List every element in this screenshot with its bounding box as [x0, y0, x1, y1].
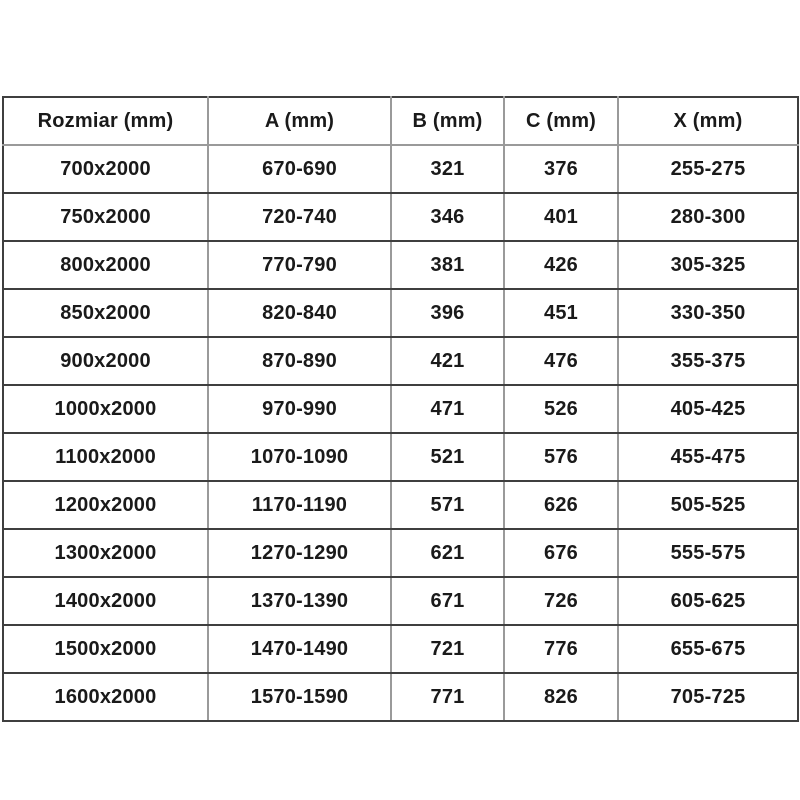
cell-size: 1300x2000: [2, 528, 209, 578]
cell-x: 705-725: [617, 672, 799, 722]
cell-b: 671: [390, 576, 505, 626]
cell-a: 1070-1090: [207, 432, 392, 482]
cell-c: 426: [503, 240, 619, 290]
cell-size: 1500x2000: [2, 624, 209, 674]
table-row: 1300x2000 1270-1290 621 676 555-575: [2, 528, 799, 578]
cell-a: 1470-1490: [207, 624, 392, 674]
cell-x: 505-525: [617, 480, 799, 530]
cell-size: 800x2000: [2, 240, 209, 290]
cell-a: 1270-1290: [207, 528, 392, 578]
cell-a: 1170-1190: [207, 480, 392, 530]
cell-b: 471: [390, 384, 505, 434]
cell-b: 571: [390, 480, 505, 530]
dimensions-table-container: Rozmiar (mm) A (mm) B (mm) C (mm) X (mm)…: [2, 96, 799, 722]
cell-c: 676: [503, 528, 619, 578]
cell-x: 305-325: [617, 240, 799, 290]
column-header-a: A (mm): [207, 96, 392, 146]
cell-size: 900x2000: [2, 336, 209, 386]
table-row: 1400x2000 1370-1390 671 726 605-625: [2, 576, 799, 626]
table-row: 750x2000 720-740 346 401 280-300: [2, 192, 799, 242]
cell-b: 771: [390, 672, 505, 722]
cell-c: 476: [503, 336, 619, 386]
cell-x: 355-375: [617, 336, 799, 386]
cell-a: 670-690: [207, 144, 392, 194]
table-row: 1000x2000 970-990 471 526 405-425: [2, 384, 799, 434]
cell-size: 1100x2000: [2, 432, 209, 482]
table-header-row: Rozmiar (mm) A (mm) B (mm) C (mm) X (mm): [2, 96, 799, 146]
cell-b: 521: [390, 432, 505, 482]
cell-a: 970-990: [207, 384, 392, 434]
table-row: 1100x2000 1070-1090 521 576 455-475: [2, 432, 799, 482]
cell-c: 826: [503, 672, 619, 722]
cell-c: 451: [503, 288, 619, 338]
cell-size: 700x2000: [2, 144, 209, 194]
cell-x: 255-275: [617, 144, 799, 194]
table-row: 1500x2000 1470-1490 721 776 655-675: [2, 624, 799, 674]
cell-b: 381: [390, 240, 505, 290]
cell-size: 1600x2000: [2, 672, 209, 722]
cell-c: 576: [503, 432, 619, 482]
column-header-size: Rozmiar (mm): [2, 96, 209, 146]
cell-a: 1570-1590: [207, 672, 392, 722]
cell-b: 396: [390, 288, 505, 338]
cell-x: 330-350: [617, 288, 799, 338]
table-row: 900x2000 870-890 421 476 355-375: [2, 336, 799, 386]
cell-a: 770-790: [207, 240, 392, 290]
cell-c: 726: [503, 576, 619, 626]
cell-b: 321: [390, 144, 505, 194]
table-row: 800x2000 770-790 381 426 305-325: [2, 240, 799, 290]
cell-c: 776: [503, 624, 619, 674]
cell-b: 421: [390, 336, 505, 386]
cell-size: 750x2000: [2, 192, 209, 242]
cell-a: 720-740: [207, 192, 392, 242]
cell-a: 870-890: [207, 336, 392, 386]
table-row: 1600x2000 1570-1590 771 826 705-725: [2, 672, 799, 722]
cell-x: 405-425: [617, 384, 799, 434]
cell-b: 346: [390, 192, 505, 242]
table-header: Rozmiar (mm) A (mm) B (mm) C (mm) X (mm): [2, 96, 799, 146]
cell-a: 820-840: [207, 288, 392, 338]
cell-x: 280-300: [617, 192, 799, 242]
cell-size: 1400x2000: [2, 576, 209, 626]
cell-c: 526: [503, 384, 619, 434]
cell-c: 376: [503, 144, 619, 194]
cell-c: 401: [503, 192, 619, 242]
column-header-b: B (mm): [390, 96, 505, 146]
column-header-x: X (mm): [617, 96, 799, 146]
table-row: 700x2000 670-690 321 376 255-275: [2, 144, 799, 194]
cell-size: 1200x2000: [2, 480, 209, 530]
column-header-c: C (mm): [503, 96, 619, 146]
cell-x: 455-475: [617, 432, 799, 482]
cell-a: 1370-1390: [207, 576, 392, 626]
cell-size: 1000x2000: [2, 384, 209, 434]
cell-x: 555-575: [617, 528, 799, 578]
cell-b: 721: [390, 624, 505, 674]
cell-c: 626: [503, 480, 619, 530]
cell-b: 621: [390, 528, 505, 578]
cell-x: 605-625: [617, 576, 799, 626]
cell-x: 655-675: [617, 624, 799, 674]
cell-size: 850x2000: [2, 288, 209, 338]
dimensions-table: Rozmiar (mm) A (mm) B (mm) C (mm) X (mm)…: [2, 96, 799, 722]
table-row: 1200x2000 1170-1190 571 626 505-525: [2, 480, 799, 530]
table-row: 850x2000 820-840 396 451 330-350: [2, 288, 799, 338]
table-body: 700x2000 670-690 321 376 255-275 750x2000 720-…: [2, 144, 799, 722]
